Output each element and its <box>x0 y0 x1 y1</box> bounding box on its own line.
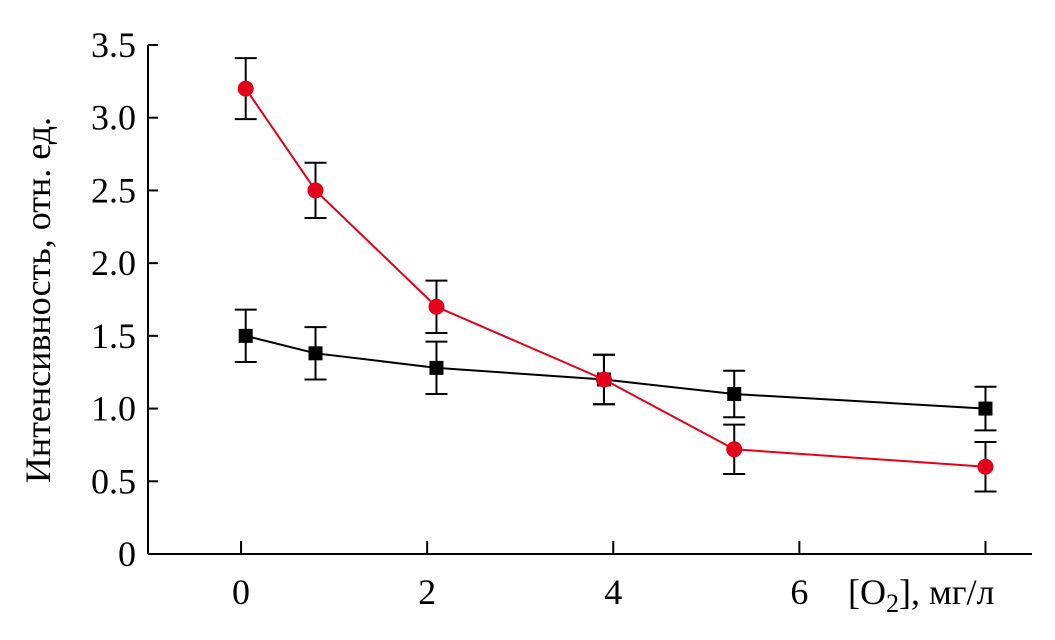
x-axis-label-main: [O <box>848 572 886 612</box>
y-tick-label: 2.0 <box>91 243 136 283</box>
x-tick-label: 6 <box>790 572 808 612</box>
series-line <box>244 88 986 468</box>
axes: 0 0.5 1.0 1.5 2.0 2.5 3.0 3.5 0 2 4 6 <box>91 25 1032 612</box>
y-tick-label: 1.0 <box>91 389 136 429</box>
x-axis-label-subscript: 2 <box>886 589 899 618</box>
data-point <box>428 298 445 315</box>
data-point <box>429 360 444 375</box>
y-tick-label: 3.0 <box>91 98 136 138</box>
x-axis-label: [O2], мг/л <box>848 572 995 618</box>
y-tick-label: 0.5 <box>91 461 136 501</box>
y-tick-label: 3.5 <box>91 25 136 65</box>
series-line <box>245 334 986 410</box>
data-point <box>727 387 742 402</box>
data-point <box>977 458 994 475</box>
series-1 <box>234 57 997 493</box>
data-point <box>238 328 253 343</box>
y-axis-label: Интенсивность, отн. ед. <box>18 117 58 483</box>
data-point <box>308 346 323 361</box>
y-tick-label: 0 <box>118 534 136 574</box>
data-point <box>595 371 612 388</box>
y-tick-label: 1.5 <box>91 316 136 356</box>
x-tick-label: 4 <box>604 572 622 612</box>
data-point <box>237 80 254 97</box>
x-tick-label: 0 <box>232 572 250 612</box>
x-tick-label: 2 <box>418 572 436 612</box>
series-layer <box>234 57 997 493</box>
x-axis-label-rest: ], мг/л <box>899 572 995 612</box>
y-tick-label: 2.5 <box>91 170 136 210</box>
data-point <box>307 182 324 199</box>
data-point <box>726 441 743 458</box>
data-point <box>978 401 993 416</box>
series-0 <box>234 308 997 432</box>
